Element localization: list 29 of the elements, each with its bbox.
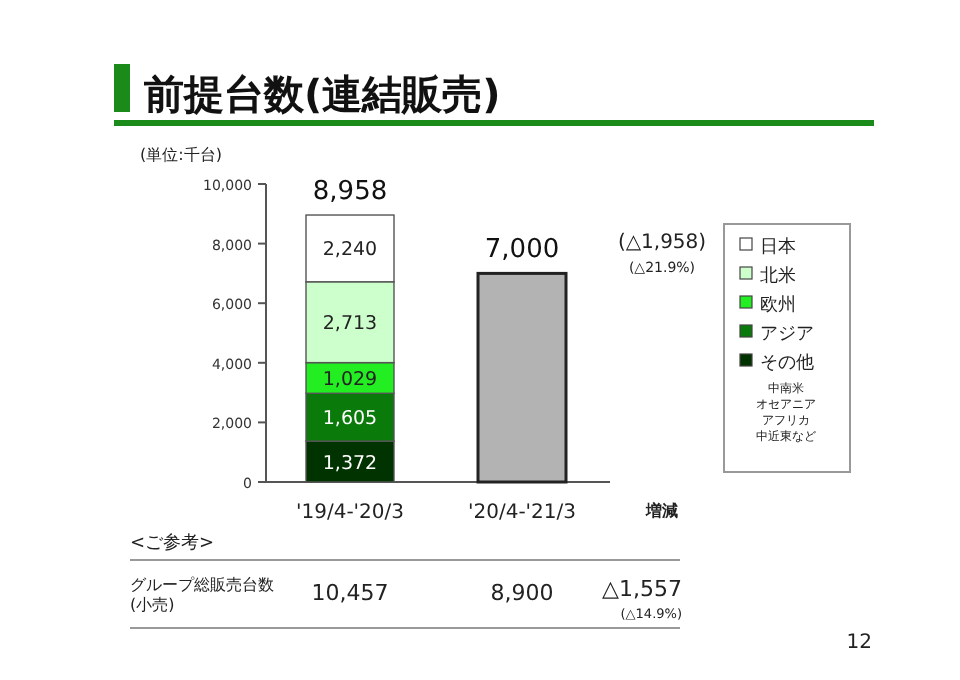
data-label: 2,240 [322, 239, 378, 262]
text: 10,457 [311, 580, 389, 606]
total-label: 7,000 [484, 235, 560, 266]
欧州: 1,029 [305, 361, 395, 394]
text: (△1,958) [617, 232, 707, 254]
data-label: 2,713 [322, 313, 378, 336]
text: 日本 [760, 238, 796, 258]
x-tick-label: '20/4-'21/3 [467, 502, 577, 524]
legend-label: 北米 [760, 265, 796, 287]
data-label: 1,372 [322, 452, 378, 475]
text: (単位:千台) [140, 146, 222, 164]
text: △1,557 [602, 576, 682, 602]
data-label: 1,605 [322, 408, 378, 431]
data-label: 1,029 [322, 368, 378, 391]
x-tick-label: '19/4-'20/3 [295, 502, 405, 524]
legend-label: その他 [760, 352, 814, 374]
text: 12 [846, 632, 872, 654]
text: 8,900 [490, 580, 554, 606]
text: <ご参考> [130, 532, 215, 554]
total-label: 8,958 [312, 177, 388, 208]
北米: 2,713 [305, 281, 395, 364]
chart-title: 前提台数(連結販売) [142, 70, 501, 118]
その他: 1,372 [305, 440, 395, 483]
text: グループ総販売台数 (小売) [130, 576, 274, 614]
legend-label: アジア [760, 325, 814, 345]
text: 増減 [644, 500, 678, 520]
アジア: 1,605 [305, 392, 395, 442]
legend-label: 欧州 [760, 294, 796, 316]
日本: 2,240 [305, 214, 395, 283]
